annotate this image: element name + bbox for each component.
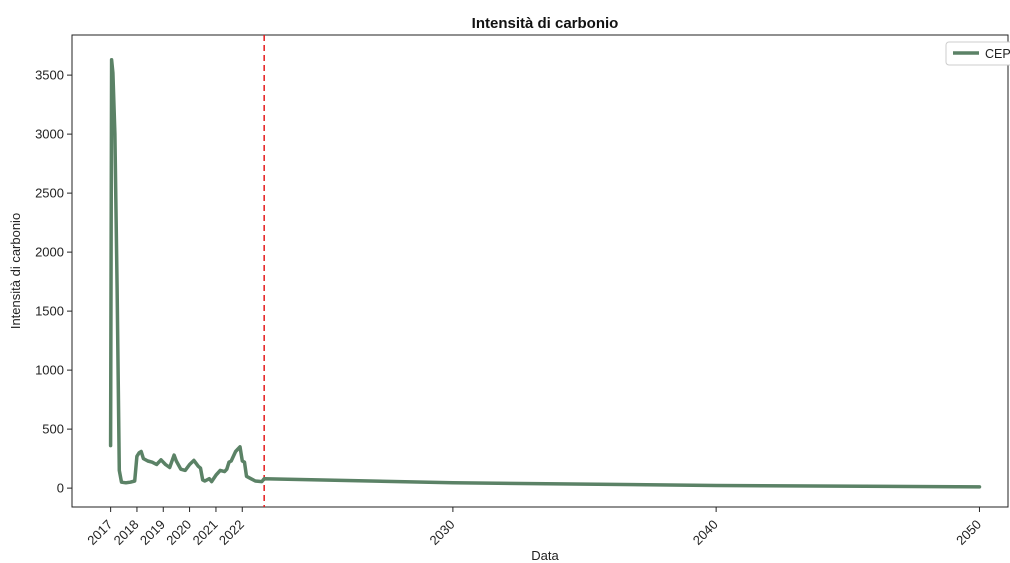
y-axis-label: Intensità di carbonio bbox=[8, 213, 23, 329]
x-tick-label: 2020 bbox=[163, 517, 194, 548]
x-tick-label: 2040 bbox=[690, 517, 721, 548]
y-axis: 0 500 1000 1500 2000 2500 3000 3500 bbox=[35, 68, 72, 496]
x-tick-label: 2022 bbox=[216, 517, 247, 548]
x-tick-label: 2019 bbox=[137, 517, 168, 548]
x-tick-label: 2030 bbox=[427, 517, 458, 548]
legend-label-cep: CEP bbox=[985, 47, 1010, 61]
x-tick-label: 2050 bbox=[953, 517, 984, 548]
x-tick-label: 2021 bbox=[190, 517, 221, 548]
plot-frame bbox=[71, 34, 1009, 508]
series-line-cep bbox=[108, 58, 982, 489]
series-layer bbox=[108, 58, 982, 489]
y-tick-label: 2000 bbox=[35, 245, 64, 260]
y-tick-label: 500 bbox=[42, 422, 64, 437]
y-tick-label: 1500 bbox=[35, 304, 64, 319]
y-tick-label: 2500 bbox=[35, 186, 64, 201]
y-tick-label: 3500 bbox=[35, 68, 64, 83]
y-tick-label: 0 bbox=[57, 481, 64, 496]
x-axis-label: Data bbox=[531, 548, 559, 563]
chart-title: Intensità di carbonio bbox=[472, 15, 619, 32]
legend: CEP bbox=[945, 41, 1010, 66]
x-tick-label: 2018 bbox=[111, 517, 142, 548]
y-tick-label: 1000 bbox=[35, 363, 64, 378]
x-tick-label: 2017 bbox=[84, 517, 115, 548]
y-tick-label: 3000 bbox=[35, 127, 64, 142]
